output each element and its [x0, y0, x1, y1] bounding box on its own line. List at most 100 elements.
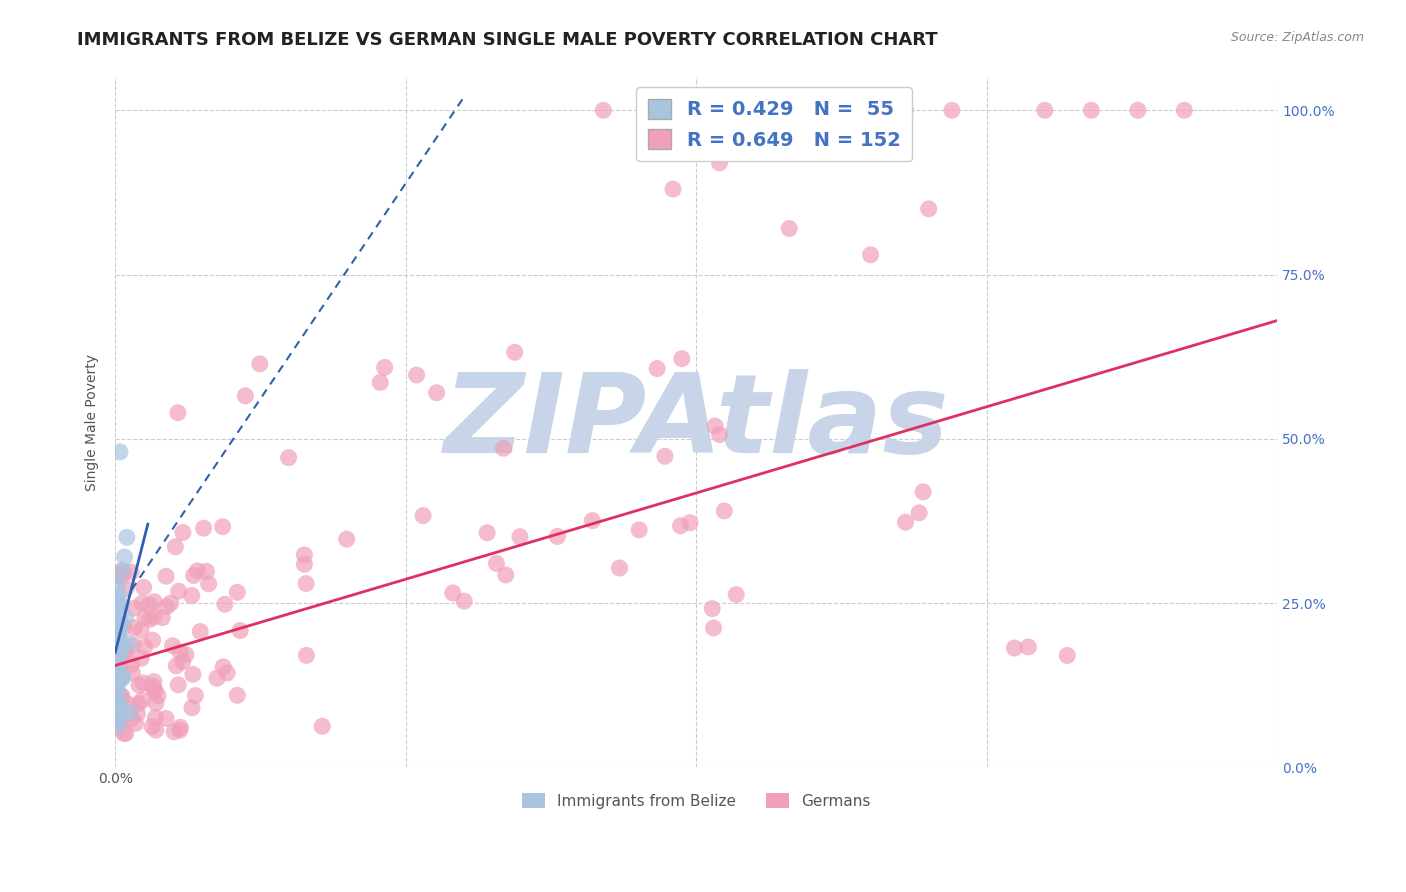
Point: [492, 442, 515, 456]
Point: [108, 445, 131, 459]
Point: [249, 357, 271, 371]
Point: [120, 657, 142, 672]
Point: [115, 530, 138, 544]
Point: [110, 651, 132, 665]
Point: [143, 610, 166, 624]
Point: [426, 385, 449, 400]
Point: [105, 568, 128, 582]
Point: [628, 523, 651, 537]
Point: [107, 587, 129, 601]
Point: [235, 389, 257, 403]
Point: [107, 621, 129, 635]
Point: [107, 624, 129, 638]
Point: [704, 419, 727, 434]
Point: [181, 700, 204, 714]
Point: [155, 569, 177, 583]
Point: [108, 710, 131, 724]
Point: [167, 406, 190, 420]
Point: [104, 625, 127, 640]
Point: [131, 596, 153, 610]
Point: [725, 588, 748, 602]
Point: [115, 582, 138, 596]
Point: [108, 660, 131, 674]
Point: [1004, 641, 1026, 656]
Text: Source: ZipAtlas.com: Source: ZipAtlas.com: [1230, 31, 1364, 45]
Point: [120, 565, 142, 579]
Point: [150, 610, 173, 624]
Point: [105, 619, 128, 633]
Point: [277, 450, 299, 465]
Point: [167, 584, 190, 599]
Point: [121, 712, 143, 726]
Point: [142, 674, 165, 689]
Point: [107, 698, 129, 713]
Point: [127, 706, 149, 721]
Point: [184, 689, 207, 703]
Point: [662, 182, 685, 196]
Point: [108, 706, 131, 721]
Point: [183, 568, 205, 582]
Point: [1033, 103, 1056, 118]
Point: [105, 647, 128, 661]
Point: [105, 685, 128, 699]
Point: [193, 521, 215, 535]
Point: [645, 361, 668, 376]
Point: [142, 679, 165, 693]
Point: [107, 677, 129, 691]
Point: [709, 427, 731, 442]
Point: [546, 529, 568, 543]
Point: [214, 597, 236, 611]
Point: [172, 655, 194, 669]
Point: [108, 688, 131, 702]
Point: [132, 581, 155, 595]
Point: [167, 678, 190, 692]
Point: [108, 647, 131, 661]
Y-axis label: Single Male Poverty: Single Male Poverty: [86, 354, 100, 491]
Point: [105, 624, 128, 639]
Point: [105, 599, 128, 613]
Point: [169, 720, 191, 734]
Point: [111, 563, 134, 577]
Point: [894, 515, 917, 529]
Point: [197, 577, 219, 591]
Point: [503, 345, 526, 359]
Point: [105, 663, 128, 677]
Point: [509, 530, 531, 544]
Point: [669, 518, 692, 533]
Point: [108, 610, 131, 624]
Point: [703, 621, 725, 635]
Point: [292, 548, 315, 562]
Point: [105, 638, 128, 652]
Point: [105, 686, 128, 700]
Point: [105, 621, 128, 635]
Point: [110, 668, 132, 682]
Point: [181, 667, 204, 681]
Point: [107, 616, 129, 631]
Point: [142, 633, 165, 648]
Point: [107, 635, 129, 649]
Point: [138, 598, 160, 612]
Point: [129, 624, 152, 638]
Point: [114, 549, 136, 564]
Point: [108, 620, 131, 634]
Legend: Immigrants from Belize, Germans: Immigrants from Belize, Germans: [516, 787, 877, 814]
Point: [165, 540, 187, 554]
Point: [105, 665, 128, 680]
Point: [111, 671, 134, 685]
Point: [131, 693, 153, 707]
Point: [412, 508, 434, 523]
Point: [159, 596, 181, 610]
Point: [107, 702, 129, 716]
Point: [124, 601, 146, 615]
Point: [108, 631, 131, 645]
Point: [104, 593, 127, 607]
Point: [453, 594, 475, 608]
Point: [134, 640, 156, 654]
Point: [671, 351, 693, 366]
Point: [180, 589, 202, 603]
Point: [662, 103, 685, 118]
Point: [104, 599, 127, 614]
Point: [114, 610, 136, 624]
Point: [145, 696, 167, 710]
Point: [1173, 103, 1195, 118]
